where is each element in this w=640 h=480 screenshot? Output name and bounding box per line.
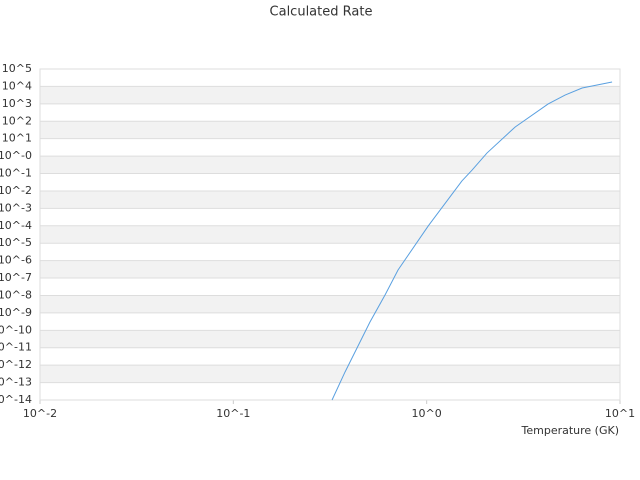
y-tick-label: 10^-5 (0, 236, 32, 249)
y-tick-label: 10^-10 (0, 323, 32, 336)
y-tick-label: 10^-3 (0, 201, 32, 214)
data-line (331, 81, 613, 401)
x-tick-label: 10^-2 (23, 407, 57, 420)
grid-band (40, 225, 620, 244)
y-tick-label: 10^-2 (0, 184, 32, 197)
chart-title: Calculated Rate (270, 5, 373, 20)
x-tick-label: 10^-1 (216, 407, 250, 420)
y-tick-label: 10^-4 (0, 219, 32, 232)
y-tick-label: 10^-6 (0, 254, 32, 267)
grid-band (40, 260, 620, 279)
y-tick-label: 10^4 (2, 79, 32, 92)
y-tick-label: 10^-14 (0, 393, 32, 406)
plot-border (39, 68, 621, 401)
grid-band (40, 295, 620, 313)
y-tick-label: 10^-9 (0, 306, 32, 319)
grid-band (40, 365, 620, 383)
y-tick-label: 10^-0 (0, 149, 32, 162)
y-tick-label: 10^5 (2, 62, 32, 75)
y-tick-label: 10^1 (2, 132, 32, 145)
x-axis-label: Temperature (GK) (521, 424, 620, 437)
y-tick-label: 10^-8 (0, 288, 32, 301)
y-tick-label: 10^-11 (0, 341, 32, 354)
grid-band (40, 121, 620, 139)
y-tick-label: 10^-1 (0, 167, 32, 180)
y-tick-label: 10^-12 (0, 358, 32, 371)
grid-band (40, 190, 620, 209)
y-tick-label: 10^-7 (0, 271, 32, 284)
y-tick-label: 10^3 (2, 97, 32, 110)
x-tick-label: 10^1 (605, 407, 635, 420)
x-tick-label: 10^0 (412, 407, 442, 420)
y-tick-label: 10^-13 (0, 376, 32, 389)
grid-band (40, 156, 620, 174)
y-tick-label: 10^2 (2, 114, 32, 127)
grid-band (40, 86, 620, 104)
grid-band (40, 330, 620, 348)
